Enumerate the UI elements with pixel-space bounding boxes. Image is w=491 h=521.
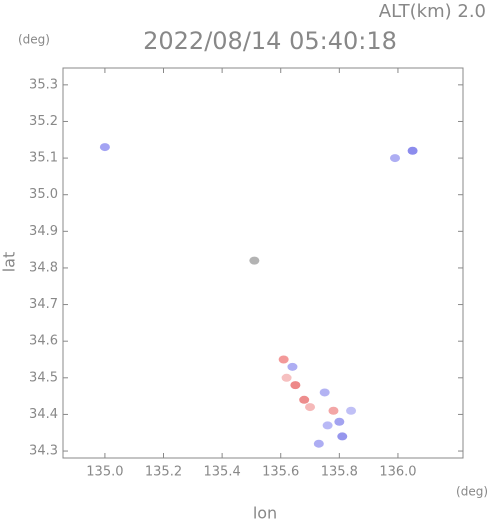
echo-cell [346,406,357,415]
x-tick-label: 136.0 [379,465,416,480]
y-tick-label: 34.3 [29,444,58,459]
y-unit: (deg) [18,33,50,47]
echo-cell [313,439,324,448]
echo-cell [407,146,418,155]
y-tick-label: 34.8 [29,260,58,275]
x-tick-label: 135.8 [321,465,358,480]
echo-cell [305,403,316,412]
echo-cell [328,406,339,415]
echo-cell [249,256,260,265]
echo-cell [390,154,401,163]
y-tick-label: 34.4 [29,407,58,422]
echo-cell [337,432,348,441]
x-tick-label: 135.4 [204,465,241,480]
y-tick-label: 34.5 [29,370,58,385]
echo-cell [322,421,333,430]
x-tick-label: 135.6 [262,465,299,480]
y-tick-label: 35.1 [29,151,58,166]
y-tick-label: 34.6 [29,334,58,349]
x-unit: (deg) [456,485,488,499]
y-tick-label: 35.3 [29,77,58,92]
y-tick-label: 35.2 [29,114,58,129]
y-tick-label: 34.9 [29,224,58,239]
x-tick-label: 135.0 [86,465,123,480]
echo-cell [299,395,310,404]
echo-cell [290,381,301,390]
y-tick-label: 34.7 [29,297,58,312]
altitude: ALT(km) 2.0 [379,1,486,22]
echo-cell [99,143,110,152]
echo-cell [281,373,292,382]
x-tick-label: 135.2 [145,465,182,480]
echo-cell [334,417,345,426]
echo-cell [287,362,298,371]
echo-cell [319,388,330,397]
plot-frame [62,67,464,459]
x-label: lon [253,504,277,521]
chart-title: 2022/08/14 05:40:18 [143,27,397,55]
y-label: lat [0,252,19,273]
echo-cell [278,355,289,364]
y-tick-label: 35.0 [29,187,58,202]
